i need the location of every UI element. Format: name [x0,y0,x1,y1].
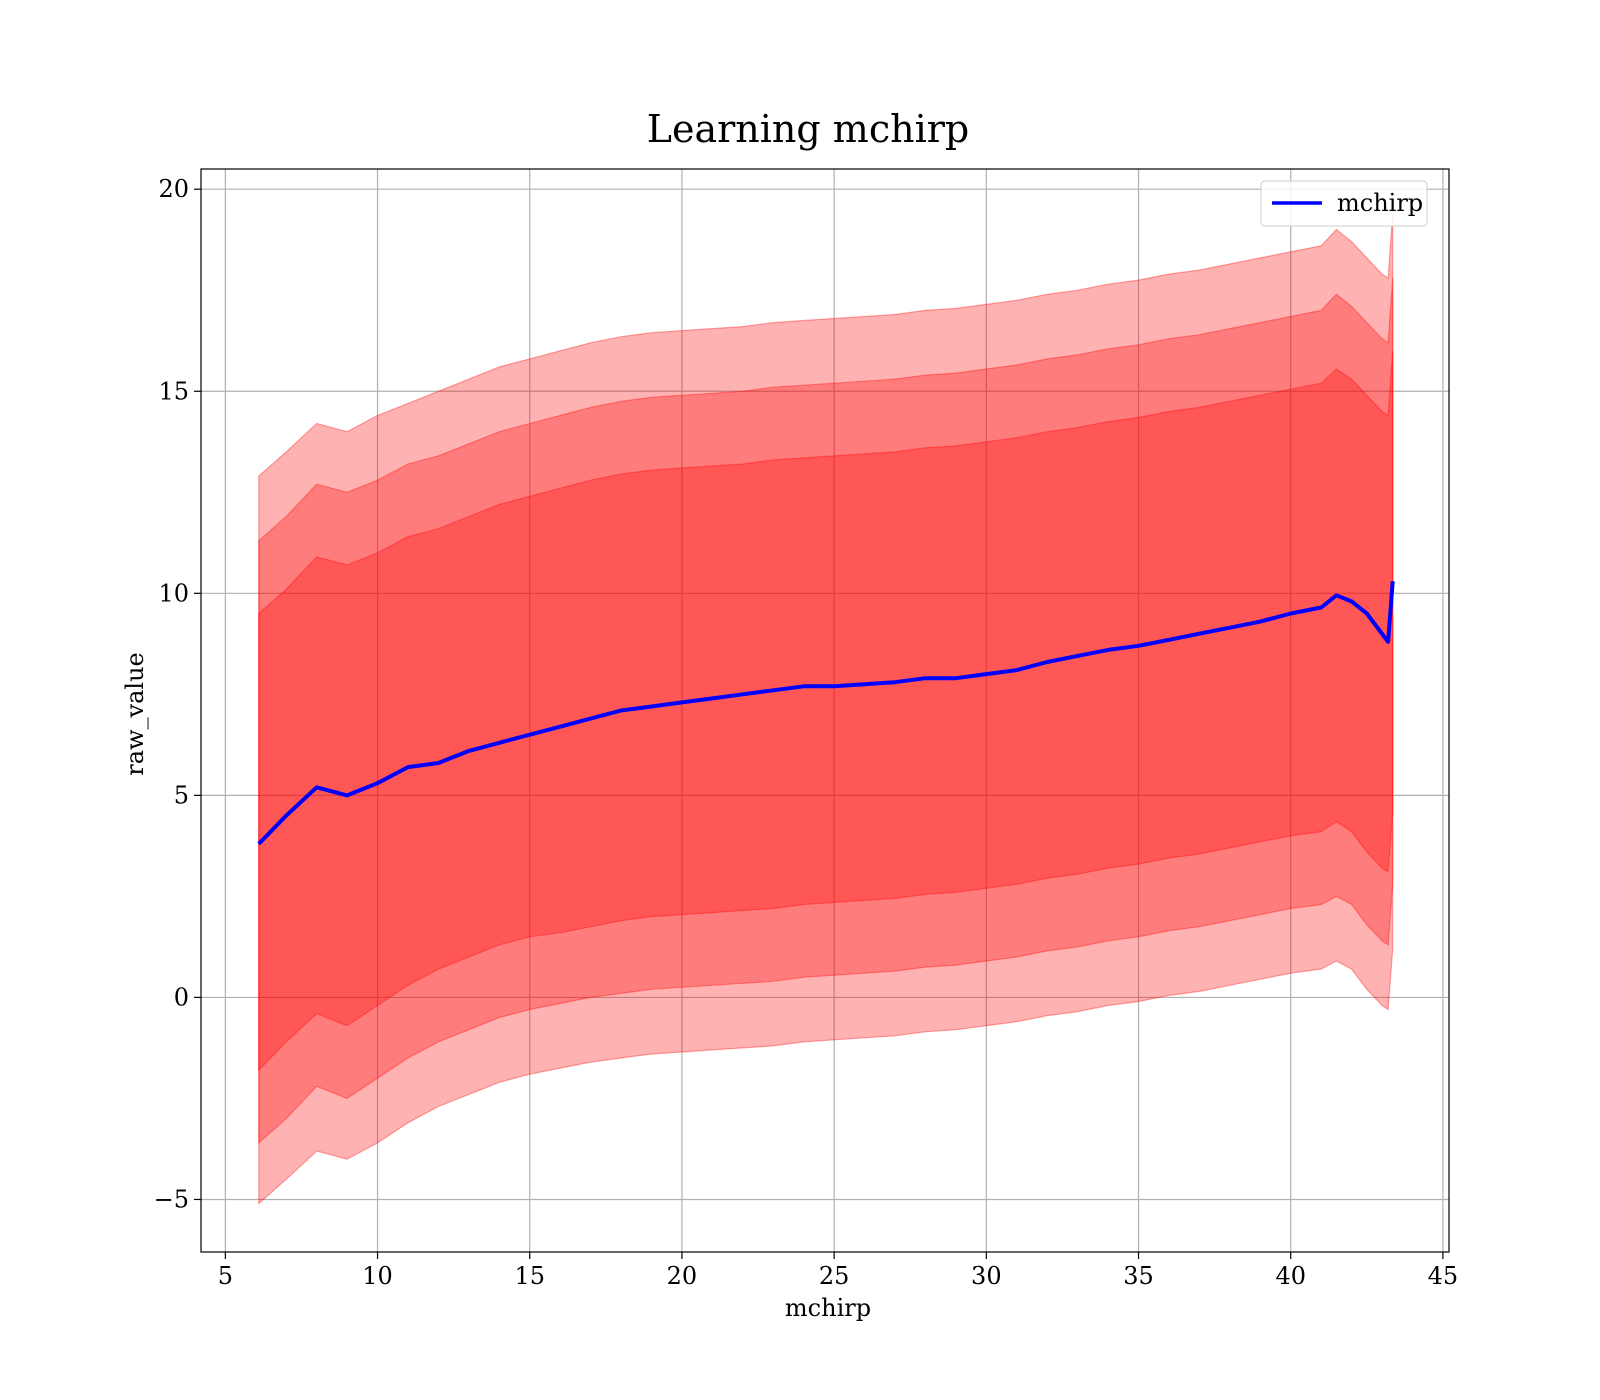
x-tick-label: 5 [218,1262,233,1290]
y-tick-label: −5 [154,1185,189,1213]
y-tick-label: 5 [174,781,189,809]
y-axis-label: raw_value [121,652,149,776]
legend: mchirp [1260,180,1428,227]
y-tick-label: 20 [158,175,189,203]
x-axis-ticks: 5 10 15 20 25 30 35 40 45 [218,1252,1458,1290]
y-tick-label: 0 [174,983,189,1011]
series-line-mchirp [257,581,1395,846]
uncertainty-band-3 [258,213,1394,1205]
y-tick-label: 10 [158,579,189,607]
x-tick-label: 30 [971,1262,1002,1290]
x-axis-label: mchirp [785,1294,871,1322]
uncertainty-bands [258,213,1394,1205]
x-tick-label: 35 [1123,1262,1154,1290]
gridlines [201,169,1449,1252]
legend-box [1260,180,1428,227]
uncertainty-band-2 [258,278,1394,1145]
series-lines [257,581,1395,846]
uncertainty-band-1 [258,350,1394,1072]
plot-background [201,169,1449,1252]
legend-label-mchirp: mchirp [1337,189,1423,217]
plot-frame [200,168,1450,1253]
y-tick-label: 15 [158,377,189,405]
chart-title: Learning mchirp [647,107,969,151]
x-tick-label: 45 [1428,1262,1459,1290]
x-tick-label: 25 [819,1262,850,1290]
x-tick-label: 40 [1275,1262,1306,1290]
x-tick-label: 10 [362,1262,393,1290]
plot-area [200,168,1450,1253]
y-axis-ticks: −5 0 5 10 15 20 [154,175,201,1213]
x-tick-label: 20 [667,1262,698,1290]
x-tick-label: 15 [514,1262,545,1290]
